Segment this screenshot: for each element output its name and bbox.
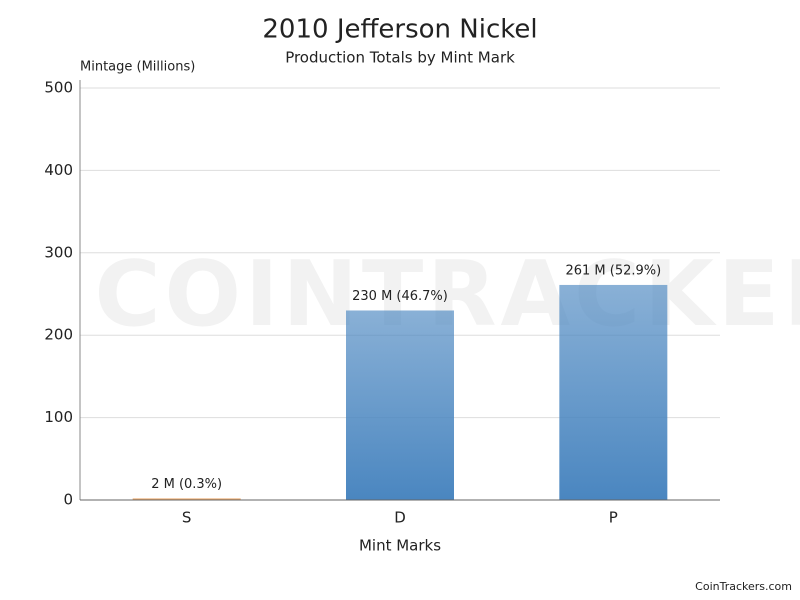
chart-subtitle: Production Totals by Mint Mark — [285, 49, 515, 67]
x-tick-label: P — [609, 509, 618, 527]
value-label: 2 M (0.3%) — [151, 477, 222, 492]
y-tick-label: 500 — [44, 79, 73, 97]
y-tick-label: 100 — [44, 408, 73, 426]
x-tick-label: S — [182, 509, 192, 527]
value-label: 230 M (46.7%) — [352, 289, 448, 304]
credit: CoinTrackers.com — [695, 580, 792, 593]
chart-title: 2010 Jefferson Nickel — [262, 15, 537, 45]
bar — [346, 310, 454, 500]
y-tick-label: 200 — [44, 326, 73, 344]
bar — [132, 498, 241, 500]
bar — [559, 284, 668, 500]
plot-area: 0 100 200 300 400 500 S 2 M (0.3%) D 230 M (46.7%… — [44, 79, 720, 527]
x-tick-label: D — [394, 509, 406, 527]
y-tick-label: 0 — [63, 491, 73, 509]
y-axis-title: Mintage (Millions) — [80, 60, 195, 75]
y-tick-label: 400 — [44, 161, 73, 179]
value-label: 261 M (52.9%) — [565, 263, 661, 278]
x-axis-title: Mint Marks — [359, 537, 441, 555]
y-tick-label: 300 — [44, 243, 73, 261]
